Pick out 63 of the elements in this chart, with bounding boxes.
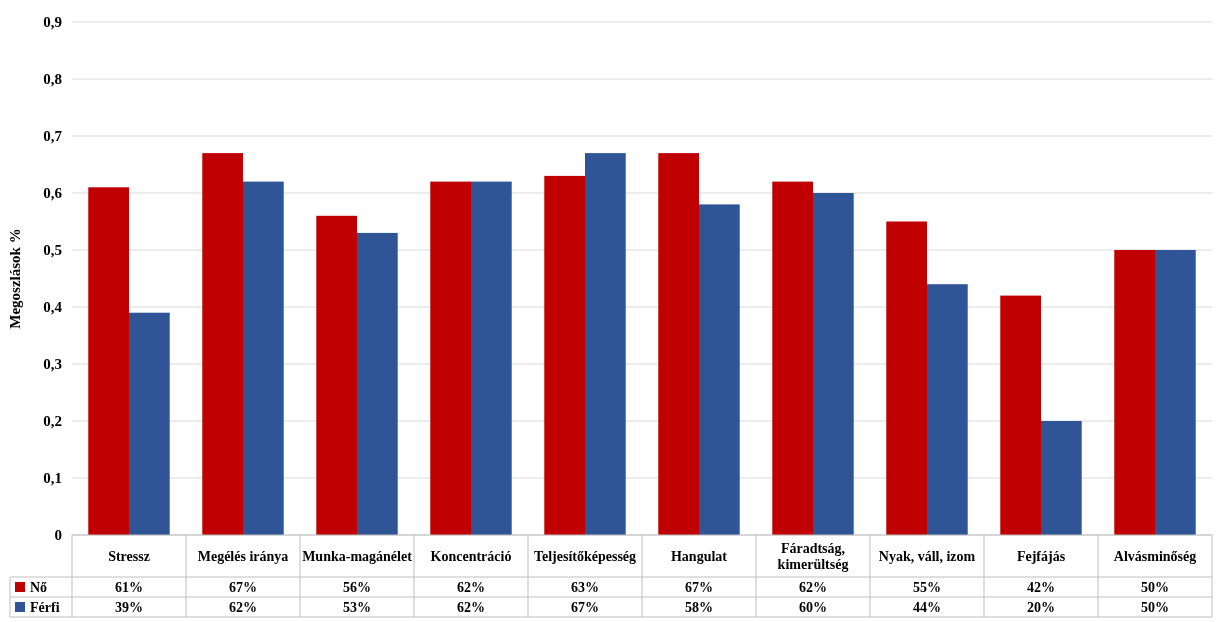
y-tick-label: 0,9	[43, 14, 62, 31]
bar	[772, 181, 813, 535]
x-tick-label: Nyak, váll, izom	[878, 548, 976, 564]
bar	[699, 204, 740, 535]
x-tick-label: Stressz	[108, 548, 150, 564]
data-label: 42%	[1027, 579, 1055, 595]
bar	[430, 181, 471, 535]
data-label: 61%	[115, 579, 143, 595]
y-tick-label: 0,2	[43, 413, 62, 430]
bar	[88, 187, 129, 535]
data-label: 50%	[1141, 579, 1169, 595]
data-label: 60%	[799, 599, 827, 615]
bar	[1114, 250, 1155, 535]
y-tick-label: 0,4	[43, 299, 63, 316]
bar	[658, 153, 699, 535]
x-tick-label: Hangulat	[670, 548, 728, 564]
y-axis-title: Megoszlások %	[7, 228, 23, 329]
data-label: 44%	[913, 599, 941, 615]
bar	[243, 181, 284, 535]
data-label: 63%	[571, 579, 599, 595]
bar	[1000, 295, 1041, 535]
x-tick-label: Fáradtság, kimerültség	[777, 540, 849, 572]
y-tick-label: 0,8	[43, 71, 62, 88]
y-tick-label: 0,5	[43, 242, 62, 259]
bar	[886, 221, 927, 535]
x-tick-label: Munka-magánélet	[302, 548, 413, 564]
y-tick-label: 0,6	[43, 185, 63, 202]
data-label: 62%	[799, 579, 827, 595]
data-label: 20%	[1027, 599, 1055, 615]
x-tick-label: Alvásminőség	[1113, 548, 1197, 564]
bar	[1155, 250, 1196, 535]
x-tick-label: Megélés iránya	[197, 548, 289, 564]
data-label: 62%	[457, 579, 485, 595]
legend-label: Nő	[30, 579, 48, 595]
bar	[316, 215, 357, 535]
legend-label: Férfi	[30, 599, 60, 615]
data-label: 56%	[343, 579, 371, 595]
bar	[471, 181, 512, 535]
bar	[202, 153, 243, 535]
data-label: 53%	[343, 599, 371, 615]
x-tick-label: Teljesítőképesség	[533, 548, 637, 564]
data-label: 55%	[913, 579, 941, 595]
data-label: 39%	[115, 599, 143, 615]
y-tick-label: 0	[54, 527, 62, 544]
bar	[585, 153, 626, 535]
data-label: 50%	[1141, 599, 1169, 615]
data-label: 67%	[571, 599, 599, 615]
y-tick-label: 0,1	[43, 470, 62, 487]
data-label: 67%	[229, 579, 257, 595]
bar	[129, 312, 170, 535]
bar	[357, 232, 398, 535]
bar	[927, 284, 968, 535]
x-tick-label: Koncentráció	[430, 548, 512, 564]
y-tick-label: 0,3	[43, 356, 62, 373]
data-label: 62%	[229, 599, 257, 615]
bar	[1041, 421, 1082, 535]
y-tick-label: 0,7	[43, 128, 63, 145]
data-label: 62%	[457, 599, 485, 615]
data-label: 58%	[685, 599, 713, 615]
x-tick-label: Fejfájás	[1016, 548, 1066, 564]
bar	[544, 175, 585, 535]
data-label: 67%	[685, 579, 713, 595]
bar	[813, 193, 854, 535]
